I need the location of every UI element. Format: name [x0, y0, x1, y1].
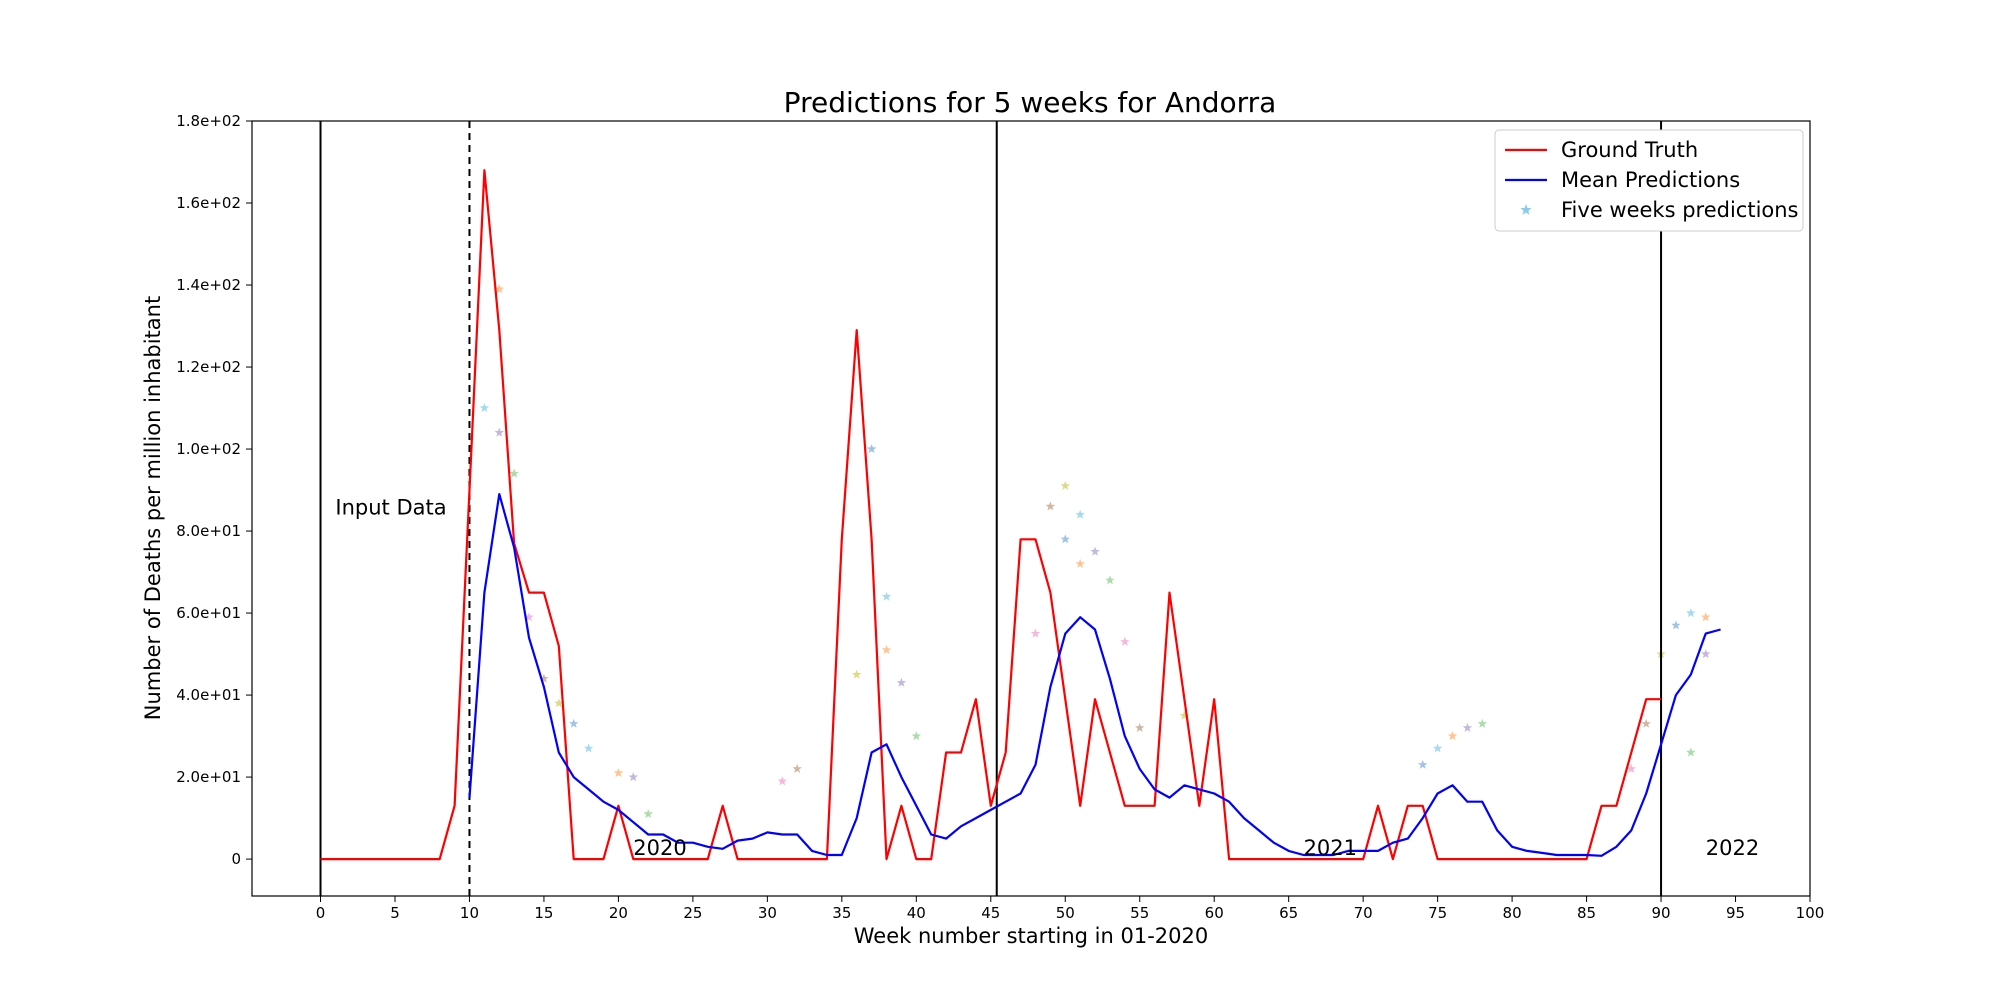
- five-week-prediction-point: [1060, 480, 1070, 490]
- five-week-prediction-point: [1686, 608, 1696, 618]
- five-week-prediction-point: [881, 591, 892, 601]
- annotation-label: 2020: [633, 836, 686, 860]
- y-tick-label: 1.8e+02: [176, 112, 241, 130]
- five-week-prediction-point: [1045, 501, 1056, 511]
- annotation-label: 2022: [1706, 836, 1759, 860]
- five-week-prediction-point: [494, 427, 504, 437]
- y-tick-label: 0: [231, 850, 241, 868]
- x-tick-label: 0: [316, 904, 326, 922]
- five-week-prediction-point: [1432, 743, 1443, 753]
- legend-label: Ground Truth: [1561, 138, 1698, 162]
- x-tick-label: 85: [1577, 904, 1596, 922]
- five-week-prediction-point: [1418, 759, 1428, 769]
- five-week-prediction-point: [569, 718, 579, 728]
- y-tick-label: 2.0e+01: [176, 768, 241, 786]
- x-tick-label: 60: [1205, 904, 1224, 922]
- legend-swatch-star: [1520, 204, 1532, 215]
- five-week-prediction-point: [896, 677, 907, 687]
- y-tick-label: 1.0e+02: [176, 440, 241, 458]
- x-tick-label: 20: [609, 904, 628, 922]
- five-week-prediction-point: [583, 743, 594, 753]
- x-tick-label: 30: [758, 904, 777, 922]
- five-week-prediction-point: [1075, 509, 1085, 519]
- five-week-prediction-point: [1462, 722, 1473, 732]
- x-axis: 0 5 10 15 20 25 30 35 40 45 50 55 60 65 70 75 80 85 90 95 10…: [316, 896, 1825, 922]
- five-week-prediction-point: [524, 612, 534, 622]
- y-tick-label: 6.0e+01: [176, 604, 241, 622]
- legend-box: [1494, 129, 1804, 232]
- five-week-prediction-point: [1686, 747, 1696, 757]
- x-axis-title: Week number starting in 01-2020: [854, 924, 1208, 948]
- plot-area: Input Data 2020 2021 2022: [319, 121, 1759, 896]
- five-week-prediction-point: [777, 776, 787, 786]
- five-week-prediction-point: [1179, 710, 1190, 720]
- five-week-prediction-point: [1447, 731, 1458, 741]
- x-tick-label: 95: [1726, 904, 1745, 922]
- five-week-prediction-point: [1671, 620, 1681, 630]
- five-week-prediction-point: [852, 669, 862, 679]
- x-tick-label: 45: [981, 904, 1000, 922]
- x-tick-label: 15: [534, 904, 553, 922]
- y-tick-label: 1.6e+02: [176, 194, 241, 212]
- x-tick-label: 10: [460, 904, 479, 922]
- five-week-prediction-point: [1626, 763, 1636, 773]
- x-tick-label: 40: [907, 904, 926, 922]
- mean-predictions-line: [468, 493, 1721, 857]
- five-week-prediction-point: [1090, 546, 1100, 556]
- x-tick-label: 75: [1428, 904, 1447, 922]
- five-week-prediction-point: [613, 768, 624, 777]
- x-tick-label: 65: [1279, 904, 1298, 922]
- y-axis: 0 2.0e+01 4.0e+01 6.0e+01 8.0e+01 1.0e+02 1.2e…: [176, 112, 252, 868]
- five-week-prediction-point: [509, 468, 519, 478]
- chart-title: Predictions for 5 weeks for Andorra: [784, 86, 1277, 119]
- x-tick-label: 25: [683, 904, 702, 922]
- x-tick-label: 100: [1796, 904, 1825, 922]
- x-tick-label: 80: [1503, 904, 1522, 922]
- legend-label: Mean Predictions: [1561, 168, 1740, 192]
- five-week-prediction-point: [1030, 628, 1041, 638]
- five-week-prediction-point: [539, 673, 549, 683]
- annotation-label: Input Data: [335, 496, 446, 520]
- five-week-prediction-point: [1701, 649, 1711, 659]
- y-tick-label: 1.4e+02: [176, 276, 241, 294]
- legend-label: Five weeks predictions: [1561, 198, 1799, 222]
- y-tick-label: 1.2e+02: [176, 358, 241, 376]
- plot-frame: [251, 120, 1811, 897]
- five-week-prediction-point: [1135, 722, 1145, 732]
- x-tick-label: 35: [832, 904, 851, 922]
- five-week-prediction-point: [1701, 612, 1711, 622]
- five-week-prediction-point: [911, 731, 922, 741]
- x-tick-label: 55: [1130, 904, 1149, 922]
- five-week-prediction-point: [479, 403, 490, 413]
- five-week-prediction-point: [1075, 558, 1085, 568]
- five-week-prediction-point: [1477, 718, 1488, 728]
- y-axis-title: Number of Deaths per million inhabitant: [141, 296, 165, 720]
- ground-truth-line: [320, 169, 1662, 861]
- five-week-prediction-point: [554, 698, 564, 708]
- legend: Ground Truth Mean Predictions Five weeks p…: [1494, 129, 1804, 232]
- y-tick-label: 4.0e+01: [176, 686, 241, 704]
- x-tick-label: 5: [390, 904, 400, 922]
- five-week-prediction-point: [1060, 534, 1070, 544]
- five-week-prediction-point: [643, 809, 653, 818]
- y-tick-label: 8.0e+01: [176, 522, 241, 540]
- x-tick-label: 50: [1056, 904, 1075, 922]
- x-tick-label: 70: [1354, 904, 1373, 922]
- five-week-prediction-point: [866, 444, 877, 454]
- five-week-prediction-point: [494, 284, 504, 294]
- x-tick-label: 90: [1652, 904, 1671, 922]
- annotation-label: 2021: [1304, 836, 1357, 860]
- five-week-prediction-point: [1120, 636, 1130, 646]
- five-week-prediction-point: [1641, 718, 1651, 728]
- five-week-prediction-point: [1105, 575, 1115, 585]
- five-week-prediction-point: [792, 763, 802, 773]
- five-week-prediction-point: [881, 645, 892, 654]
- five-week-prediction-point: [628, 772, 639, 782]
